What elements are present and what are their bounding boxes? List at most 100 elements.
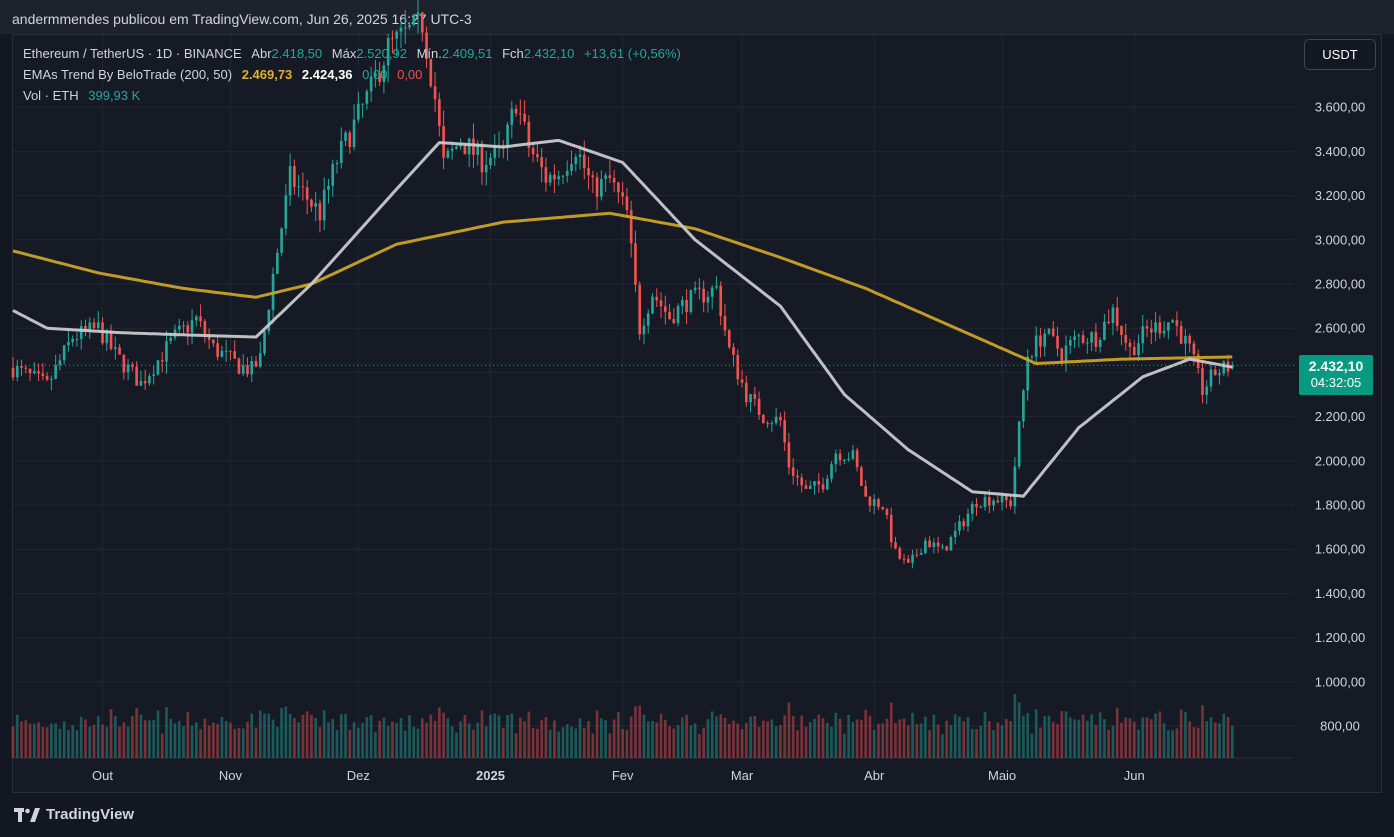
candle-body <box>932 542 936 548</box>
volume-bar <box>237 727 241 758</box>
currency-button[interactable]: USDT <box>1304 39 1376 70</box>
volume-bar <box>1086 720 1089 758</box>
tradingview-logo-icon <box>14 807 40 822</box>
volume-bar <box>246 721 249 758</box>
volume-bar <box>113 716 117 758</box>
candle-body <box>1205 386 1209 395</box>
volume-bar <box>813 718 816 758</box>
candle-body <box>830 464 833 479</box>
volume-bar <box>1179 709 1183 758</box>
volume-bar <box>233 728 237 758</box>
candle-body <box>574 156 578 165</box>
candle-body <box>868 496 872 506</box>
volume-bar <box>561 727 565 758</box>
volume-bar <box>881 723 885 758</box>
candle-body <box>58 360 62 366</box>
candle-body <box>20 365 23 368</box>
candle-body <box>472 138 475 155</box>
volume-bar <box>386 726 390 758</box>
time-tick-label: Out <box>92 768 113 783</box>
volume-bar <box>126 726 130 758</box>
volume-bar <box>1098 712 1102 758</box>
volume-bar <box>889 702 893 758</box>
candle-body <box>681 300 684 306</box>
volume-bar <box>510 713 514 758</box>
candle-body <box>945 546 948 551</box>
ema-lines <box>12 138 1296 498</box>
symbol-title[interactable]: Ethereum / TetherUS · 1D · BINANCE <box>23 46 242 61</box>
candle-countdown: 04:32:05 <box>1310 375 1362 390</box>
volume-label[interactable]: Vol · ETH <box>23 88 79 103</box>
volume-bar <box>898 719 902 758</box>
volume-bar <box>476 722 480 758</box>
tradingview-logo[interactable]: TradingView <box>14 806 134 823</box>
candle-body <box>322 189 326 221</box>
candle-body <box>212 339 215 344</box>
candle-body <box>463 144 467 155</box>
candle-body <box>582 154 586 169</box>
volume-bar <box>301 714 305 758</box>
time-axis[interactable]: Out Nov Dez 2025 Fev Mar Abr Maio Jun <box>92 768 1145 783</box>
candle-body <box>749 394 752 403</box>
candle-body <box>1154 322 1157 333</box>
volume-bar <box>335 729 339 758</box>
price-axis[interactable]: 800,00 1.000,00 1.200,00 1.400,00 1.600,00 1.… <box>1315 100 1366 734</box>
volume-bar <box>1128 718 1132 758</box>
price-tick-label: 1.600,00 <box>1315 542 1366 557</box>
candle-body <box>1081 335 1085 343</box>
candle-body <box>629 210 633 244</box>
volume-bar <box>885 718 889 758</box>
candle-body <box>28 368 32 374</box>
candle-body <box>659 300 663 307</box>
volume-bar <box>160 733 164 758</box>
candle-body <box>514 108 518 114</box>
candle-body <box>1201 368 1204 395</box>
candle-body <box>1064 345 1068 361</box>
volume-bar <box>723 717 727 758</box>
volume-bar <box>314 717 318 758</box>
chart-frame[interactable] <box>12 34 1382 793</box>
volume-bar <box>604 720 607 758</box>
volume-bar <box>484 726 488 758</box>
volume-bar <box>553 720 556 758</box>
candle-body <box>1162 330 1166 334</box>
volume-bar <box>774 726 778 758</box>
candle-body <box>1171 320 1174 323</box>
volume-bar <box>1103 718 1106 758</box>
candle-body <box>15 365 19 378</box>
candle-body <box>1137 343 1140 356</box>
candle-body <box>800 477 804 486</box>
volume-bar <box>207 725 211 758</box>
candle-body <box>220 350 224 357</box>
volume-bar <box>949 725 953 758</box>
candle-body <box>1188 335 1192 344</box>
volume-bar <box>344 713 347 758</box>
volume-bar <box>642 714 646 758</box>
candle-body <box>638 284 642 335</box>
candle-body <box>156 360 160 375</box>
candle-body <box>715 285 718 288</box>
volume-bar <box>1175 728 1179 758</box>
candle-body <box>898 548 902 559</box>
candle-body <box>825 478 829 490</box>
volume-bar <box>753 715 757 758</box>
volume-value: 399,93 K <box>88 88 141 103</box>
volume-bar <box>203 718 207 758</box>
candle-body <box>284 195 288 229</box>
volume-bar <box>928 729 931 758</box>
volume-bar <box>416 728 420 758</box>
candle-body <box>420 12 424 33</box>
candle-body <box>280 228 283 253</box>
indicator-name[interactable]: EMAs Trend By BeloTrade (200, 50) <box>23 67 233 82</box>
candle-body <box>165 341 168 362</box>
volume-bar <box>996 722 1000 758</box>
candle-body <box>446 150 450 158</box>
candle-body <box>565 170 569 176</box>
volume-bar <box>1226 716 1230 758</box>
volume-bar <box>979 725 983 758</box>
volume-bar <box>105 727 109 758</box>
ema200-line <box>12 211 1233 366</box>
candle-body <box>1039 335 1042 347</box>
volume-bar <box>1060 711 1064 758</box>
